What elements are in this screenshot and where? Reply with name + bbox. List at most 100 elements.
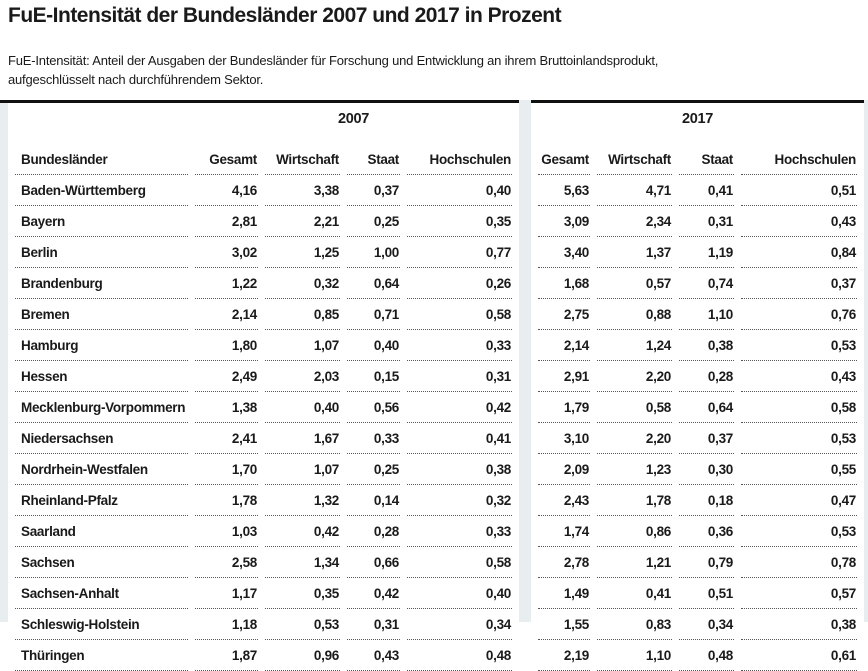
value-cell-2017: 0,74 xyxy=(679,268,734,299)
value-cell-2017: 0,48 xyxy=(679,640,734,671)
year-group-row-2017: 2017 xyxy=(538,103,857,135)
value-cell-2007: 0,33 xyxy=(407,330,512,361)
value-cell-2017: 1,24 xyxy=(597,330,672,361)
value-cell-2017: 2,91 xyxy=(538,361,590,392)
table-row: Mecklenburg-Vorpommern 1,38 0,40 0,56 0,42 xyxy=(15,392,512,423)
state-name-cell: Berlin xyxy=(15,237,188,268)
value-cell-2017: 1,10 xyxy=(597,640,672,671)
value-cell-2017: 2,43 xyxy=(538,485,590,516)
state-name-cell: Brandenburg xyxy=(15,268,188,299)
column-header-gesamt: Gesamt xyxy=(195,135,258,175)
state-name-cell: Sachsen xyxy=(15,547,188,578)
value-cell-2007: 0,40 xyxy=(265,392,340,423)
table-row: 2,78 1,21 0,79 0,78 xyxy=(538,547,857,578)
state-name-cell: Niedersachsen xyxy=(15,423,188,454)
value-cell-2007: 3,38 xyxy=(265,175,340,206)
value-cell-2007: 0,25 xyxy=(347,454,400,485)
column-header-staat: Staat xyxy=(347,135,400,175)
table-row: 3,10 2,20 0,37 0,53 xyxy=(538,423,857,454)
value-cell-2017: 0,58 xyxy=(597,392,672,423)
value-cell-2007: 0,32 xyxy=(265,268,340,299)
value-cell-2007: 0,31 xyxy=(347,609,400,640)
value-cell-2007: 3,02 xyxy=(195,237,258,268)
table-row: 1,79 0,58 0,64 0,58 xyxy=(538,392,857,423)
value-cell-2007: 0,96 xyxy=(265,640,340,671)
table-row: Rheinland-Pfalz 1,78 1,32 0,14 0,32 xyxy=(15,485,512,516)
block-2007: 2007 Bundesländer Gesamt Wirtschaft Staa… xyxy=(8,100,519,671)
value-cell-2007: 0,58 xyxy=(407,547,512,578)
value-cell-2017: 0,28 xyxy=(679,361,734,392)
value-cell-2007: 0,48 xyxy=(407,640,512,671)
value-cell-2017: 0,53 xyxy=(741,330,857,361)
value-cell-2007: 0,15 xyxy=(347,361,400,392)
value-cell-2007: 1,67 xyxy=(265,423,340,454)
value-cell-2017: 1,37 xyxy=(597,237,672,268)
value-cell-2017: 0,58 xyxy=(741,392,857,423)
value-cell-2007: 0,28 xyxy=(347,516,400,547)
value-cell-2007: 1,18 xyxy=(195,609,258,640)
value-cell-2007: 0,35 xyxy=(265,578,340,609)
value-cell-2017: 0,64 xyxy=(679,392,734,423)
value-cell-2017: 0,84 xyxy=(741,237,857,268)
value-cell-2007: 1,03 xyxy=(195,516,258,547)
value-cell-2007: 0,33 xyxy=(347,423,400,454)
state-name-cell: Schleswig-Holstein xyxy=(15,609,188,640)
table-row: Bremen 2,14 0,85 0,71 0,58 xyxy=(15,299,512,330)
column-header-staat: Staat xyxy=(679,135,734,175)
value-cell-2017: 2,34 xyxy=(597,206,672,237)
value-cell-2017: 0,76 xyxy=(741,299,857,330)
infographic-table-page: FuE-Intensität der Bundesländer 2007 und… xyxy=(0,4,868,671)
table-row: 1,49 0,41 0,51 0,57 xyxy=(538,578,857,609)
value-cell-2007: 4,16 xyxy=(195,175,258,206)
page-title: FuE-Intensität der Bundesländer 2007 und… xyxy=(8,4,562,27)
value-cell-2007: 2,03 xyxy=(265,361,340,392)
value-cell-2007: 0,31 xyxy=(407,361,512,392)
column-header-wirtschaft: Wirtschaft xyxy=(597,135,672,175)
value-cell-2007: 1,17 xyxy=(195,578,258,609)
value-cell-2017: 0,83 xyxy=(597,609,672,640)
table-row: Schleswig-Holstein 1,18 0,53 0,31 0,34 xyxy=(15,609,512,640)
table-row: 5,63 4,71 0,41 0,51 xyxy=(538,175,857,206)
value-cell-2017: 2,20 xyxy=(597,423,672,454)
table-row: Niedersachsen 2,41 1,67 0,33 0,41 xyxy=(15,423,512,454)
year-group-row-2007: 2007 xyxy=(15,103,512,135)
value-cell-2017: 1,21 xyxy=(597,547,672,578)
value-cell-2017: 0,79 xyxy=(679,547,734,578)
value-cell-2017: 2,20 xyxy=(597,361,672,392)
value-cell-2007: 2,41 xyxy=(195,423,258,454)
column-header-gesamt: Gesamt xyxy=(538,135,590,175)
state-name-cell: Bayern xyxy=(15,206,188,237)
table-note: FuE-Intensität: Anteil der Ausgaben der … xyxy=(8,52,868,89)
value-cell-2017: 0,41 xyxy=(679,175,734,206)
value-cell-2007: 1,07 xyxy=(265,454,340,485)
state-name-cell: Hessen xyxy=(15,361,188,392)
table-row: Nordrhein-Westfalen 1,70 1,07 0,25 0,38 xyxy=(15,454,512,485)
value-cell-2007: 2,21 xyxy=(265,206,340,237)
value-cell-2007: 0,66 xyxy=(347,547,400,578)
value-cell-2007: 1,34 xyxy=(265,547,340,578)
value-cell-2017: 0,86 xyxy=(597,516,672,547)
block-2017: 2017 Gesamt Wirtschaft Staat Hochschulen… xyxy=(531,100,864,671)
value-cell-2017: 0,53 xyxy=(741,423,857,454)
state-name-cell: Sachsen-Anhalt xyxy=(15,578,188,609)
value-cell-2007: 0,42 xyxy=(347,578,400,609)
row-header-label: Bundesländer xyxy=(15,135,188,175)
state-name-cell: Rheinland-Pfalz xyxy=(15,485,188,516)
value-cell-2017: 0,78 xyxy=(741,547,857,578)
value-cell-2007: 0,14 xyxy=(347,485,400,516)
state-name-cell: Hamburg xyxy=(15,330,188,361)
value-cell-2007: 0,42 xyxy=(265,516,340,547)
value-cell-2007: 2,81 xyxy=(195,206,258,237)
table-2007: 2007 Bundesländer Gesamt Wirtschaft Staa… xyxy=(8,103,519,671)
value-cell-2007: 2,58 xyxy=(195,547,258,578)
value-cell-2017: 0,55 xyxy=(741,454,857,485)
column-header-row-2007: Bundesländer Gesamt Wirtschaft Staat Hoc… xyxy=(15,135,512,175)
value-cell-2017: 0,51 xyxy=(741,175,857,206)
value-cell-2007: 0,85 xyxy=(265,299,340,330)
table-note-line-1: FuE-Intensität: Anteil der Ausgaben der … xyxy=(8,53,659,68)
value-cell-2007: 0,34 xyxy=(407,609,512,640)
value-cell-2017: 2,14 xyxy=(538,330,590,361)
value-cell-2017: 0,31 xyxy=(679,206,734,237)
value-cell-2007: 0,56 xyxy=(347,392,400,423)
value-cell-2007: 0,71 xyxy=(347,299,400,330)
